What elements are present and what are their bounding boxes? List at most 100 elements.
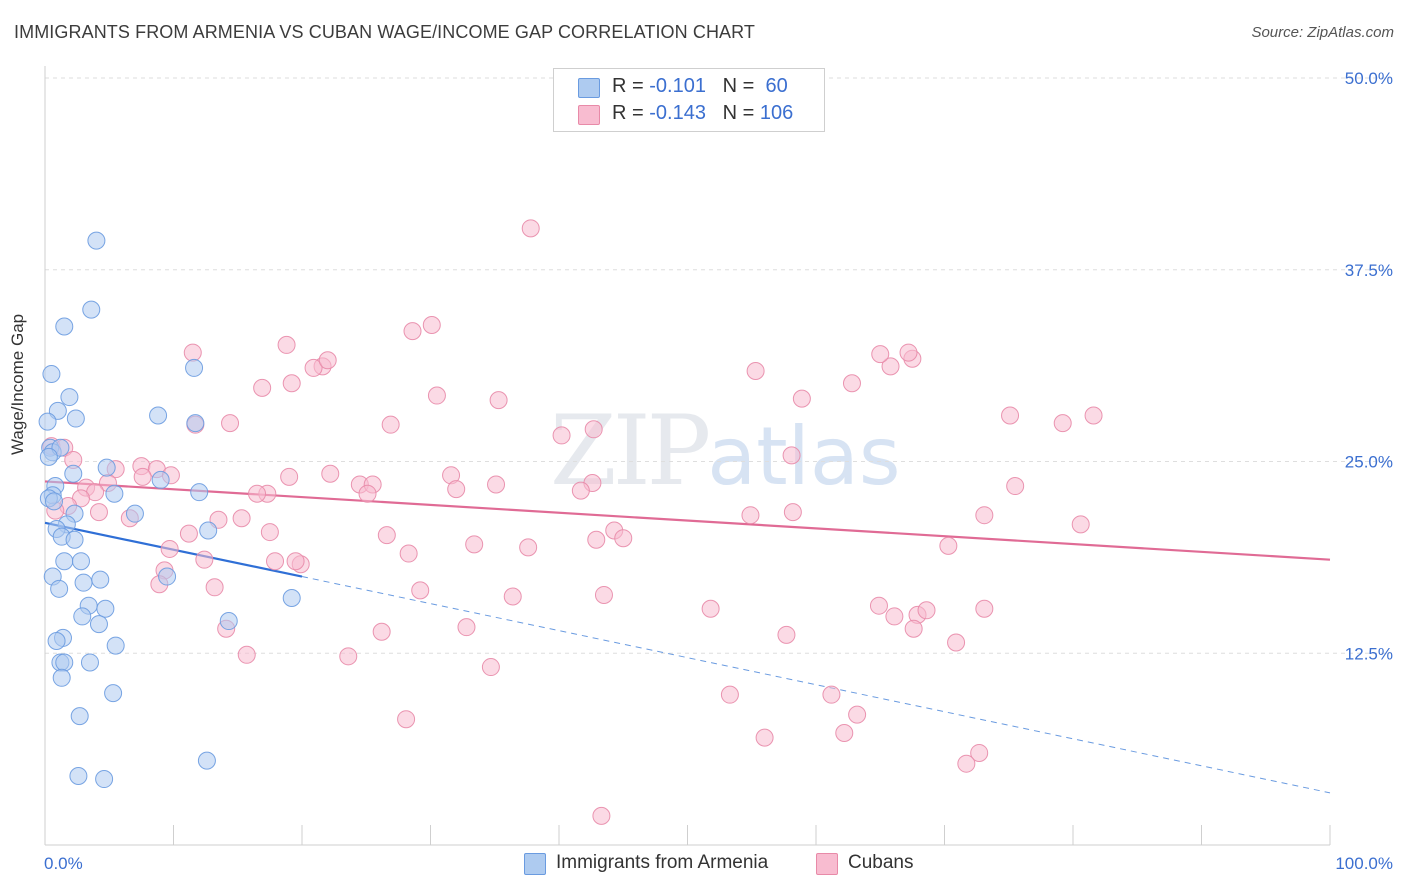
cubans-point <box>248 484 267 503</box>
cubans-point <box>783 503 802 522</box>
armenia-point <box>82 300 101 319</box>
armenia-point <box>87 231 106 250</box>
cubans-point <box>277 335 296 354</box>
armenia-point <box>89 615 108 634</box>
legend-n-cubans: 106 <box>759 102 794 124</box>
armenia-point <box>104 684 123 703</box>
armenia-point <box>55 552 74 571</box>
cubans-point <box>848 705 867 724</box>
cubans-point <box>592 806 611 825</box>
cubans-point <box>975 506 994 525</box>
cubans-point <box>899 343 918 362</box>
cubans-point <box>587 530 606 549</box>
armenia-point <box>55 317 74 336</box>
cubans-point <box>447 480 466 499</box>
armenia-point <box>64 464 83 483</box>
armenia-point <box>52 668 71 687</box>
armenia-point <box>60 388 79 407</box>
cubans-point <box>594 585 613 604</box>
armenia-point <box>50 579 69 598</box>
armenia-point <box>70 707 89 726</box>
cubans-point <box>422 315 441 334</box>
cubans-point <box>871 345 890 364</box>
y-tick-label: 12.5% <box>1345 644 1393 663</box>
cubans-point <box>260 523 279 542</box>
source-attribution: Source: ZipAtlas.com <box>1251 24 1394 41</box>
cubans-point <box>205 578 224 597</box>
armenia-point <box>96 599 115 618</box>
cubans-point <box>339 647 358 666</box>
cubans-point <box>552 426 571 445</box>
armenia-point <box>95 770 114 789</box>
cubans-point <box>1001 406 1020 425</box>
legend-r-cubans: -0.143 <box>649 102 706 124</box>
armenia-point <box>91 570 110 589</box>
cubans-point <box>221 414 240 433</box>
cubans-point <box>399 544 418 563</box>
cubans-point <box>232 509 251 528</box>
cubans-point <box>1053 414 1072 433</box>
armenia-point <box>105 484 124 503</box>
cubans-point <box>487 475 506 494</box>
cubans-point <box>481 658 500 677</box>
cubans-point <box>519 538 538 557</box>
legend-n-armenia: 60 <box>765 75 788 97</box>
cubans-point <box>304 358 323 377</box>
legend-r-label: R = <box>612 75 644 97</box>
armenia-point <box>125 504 144 523</box>
armenia-point <box>158 567 177 586</box>
chart-title: IMMIGRANTS FROM ARMENIA VS CUBAN WAGE/IN… <box>14 22 756 42</box>
armenia-point <box>44 492 63 511</box>
cubans-point <box>282 374 301 393</box>
cubans-point <box>584 420 603 439</box>
armenia-point <box>74 573 93 592</box>
armenia-point <box>55 653 74 672</box>
cubans-point <box>957 754 976 773</box>
cubans-point <box>411 581 430 600</box>
legend-n-label: N = <box>722 102 755 124</box>
cubans-point <box>489 391 508 410</box>
legend-r-label: R = <box>612 102 644 124</box>
cubans-point <box>521 219 540 238</box>
armenia-point <box>149 406 168 425</box>
cubans-point <box>975 599 994 618</box>
x-tick-label: 100.0% <box>1335 854 1393 873</box>
correlation-legend: R = -0.101 N = 60 R = -0.143 N = 106 <box>553 68 825 132</box>
cubans-point <box>381 415 400 434</box>
armenia-point <box>106 636 125 655</box>
armenia-point <box>185 358 204 377</box>
cubans-point <box>917 601 936 620</box>
armenia-point <box>219 612 238 631</box>
armenia-point <box>282 589 301 608</box>
cubans-point <box>904 619 923 638</box>
watermark-atlas: atlas <box>707 410 901 503</box>
legend-swatch-cubans <box>578 105 600 125</box>
y-tick-label: 25.0% <box>1345 453 1393 472</box>
cubans-point <box>777 625 796 644</box>
trend-lines <box>44 480 1331 794</box>
cubans-point <box>89 503 108 522</box>
cubans-point <box>503 587 522 606</box>
armenia-point <box>38 412 57 431</box>
armenia-point <box>197 751 216 770</box>
cubans-point <box>465 535 484 554</box>
cubans-point <box>782 446 801 465</box>
armenia-point <box>69 766 88 785</box>
x-tick-label: 0.0% <box>44 854 83 873</box>
cubans-point <box>397 710 416 729</box>
y-tick-label: 37.5% <box>1345 261 1393 280</box>
cubans-point <box>1006 477 1025 496</box>
cubans-point <box>970 743 989 762</box>
armenia-point <box>73 607 92 626</box>
armenia-point <box>47 631 66 650</box>
cubans-point <box>195 550 214 569</box>
legend-r-armenia: -0.101 <box>649 75 706 97</box>
cubans-point <box>835 724 854 743</box>
armenia-point <box>97 458 116 477</box>
cubans-point <box>701 599 720 618</box>
cubans-point <box>1071 515 1090 534</box>
armenia-points <box>38 231 301 789</box>
armenia-point <box>80 653 99 672</box>
cubans-point <box>280 467 299 486</box>
cubans-point <box>1084 406 1103 425</box>
